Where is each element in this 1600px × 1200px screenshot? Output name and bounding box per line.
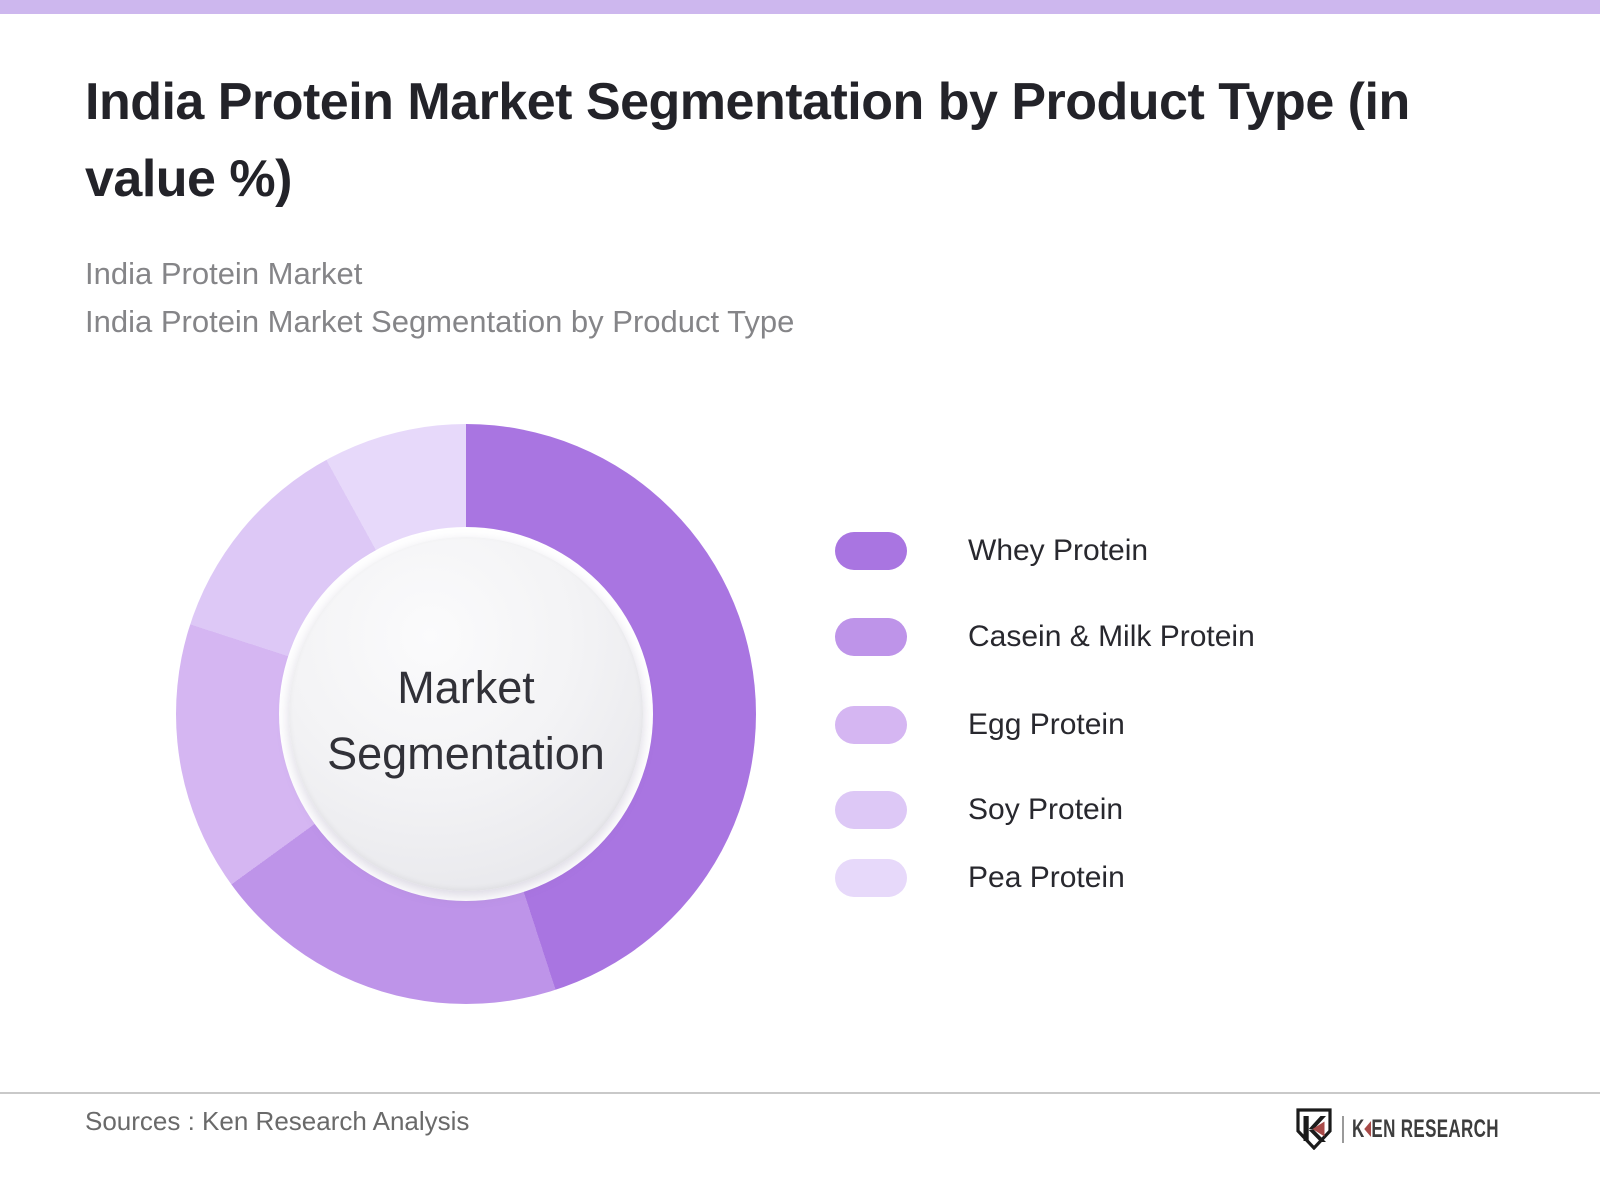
legend-label: Whey Protein — [968, 534, 1149, 567]
sources-note: Sources : Ken Research Analysis — [85, 1106, 470, 1136]
ken-research-wordmark: K EN RESEARCH — [1352, 1115, 1499, 1144]
legend-label: Egg Protein — [968, 708, 1125, 741]
subtitle-line-1: India Protein Market — [85, 256, 363, 291]
legend-item-whey-protein: Whey Protein — [835, 532, 1148, 570]
legend-label: Pea Protein — [968, 861, 1125, 894]
donut-chart: Market Segmentation — [176, 424, 756, 1004]
legend-swatch-pea-protein — [835, 859, 907, 897]
ken-research-shield-icon — [1296, 1108, 1332, 1150]
legend-swatch-whey-protein — [835, 532, 907, 570]
logo-divider — [1342, 1115, 1344, 1143]
page-title: India Protein Market Segmentation by Pro… — [85, 73, 1410, 208]
subtitle: India Protein Market India Protein Marke… — [85, 250, 794, 346]
legend-item-egg-protein: Egg Protein — [835, 706, 1125, 744]
wordmark-k: K — [1352, 1114, 1365, 1143]
center-label-line-2: Segmentation — [327, 728, 605, 779]
legend-label: Casein & Milk Protein — [968, 620, 1255, 653]
subtitle-line-2: India Protein Market Segmentation by Pro… — [85, 304, 795, 339]
legend-label: Soy Protein — [968, 793, 1124, 826]
legend-swatch-soy-protein — [835, 791, 907, 829]
wordmark-red-triangle-icon — [1363, 1121, 1371, 1137]
legend-item-casein-milk-protein: Casein & Milk Protein — [835, 618, 1255, 656]
donut-center-circle: Market Segmentation — [289, 537, 643, 891]
legend-item-pea-protein: Pea Protein — [835, 859, 1125, 897]
accent-bar — [0, 0, 1600, 14]
ken-research-logo: K EN RESEARCH — [1295, 1107, 1568, 1151]
legend-swatch-casein-milk-protein — [835, 618, 907, 656]
chart-legend: Whey Protein Casein & Milk Protein Egg P… — [835, 532, 1395, 912]
legend-item-soy-protein: Soy Protein — [835, 791, 1123, 829]
center-label-line-1: Market — [397, 662, 535, 713]
legend-swatch-egg-protein — [835, 706, 907, 744]
wordmark-rest: EN RESEARCH — [1371, 1114, 1499, 1143]
footer-divider — [0, 1092, 1600, 1094]
